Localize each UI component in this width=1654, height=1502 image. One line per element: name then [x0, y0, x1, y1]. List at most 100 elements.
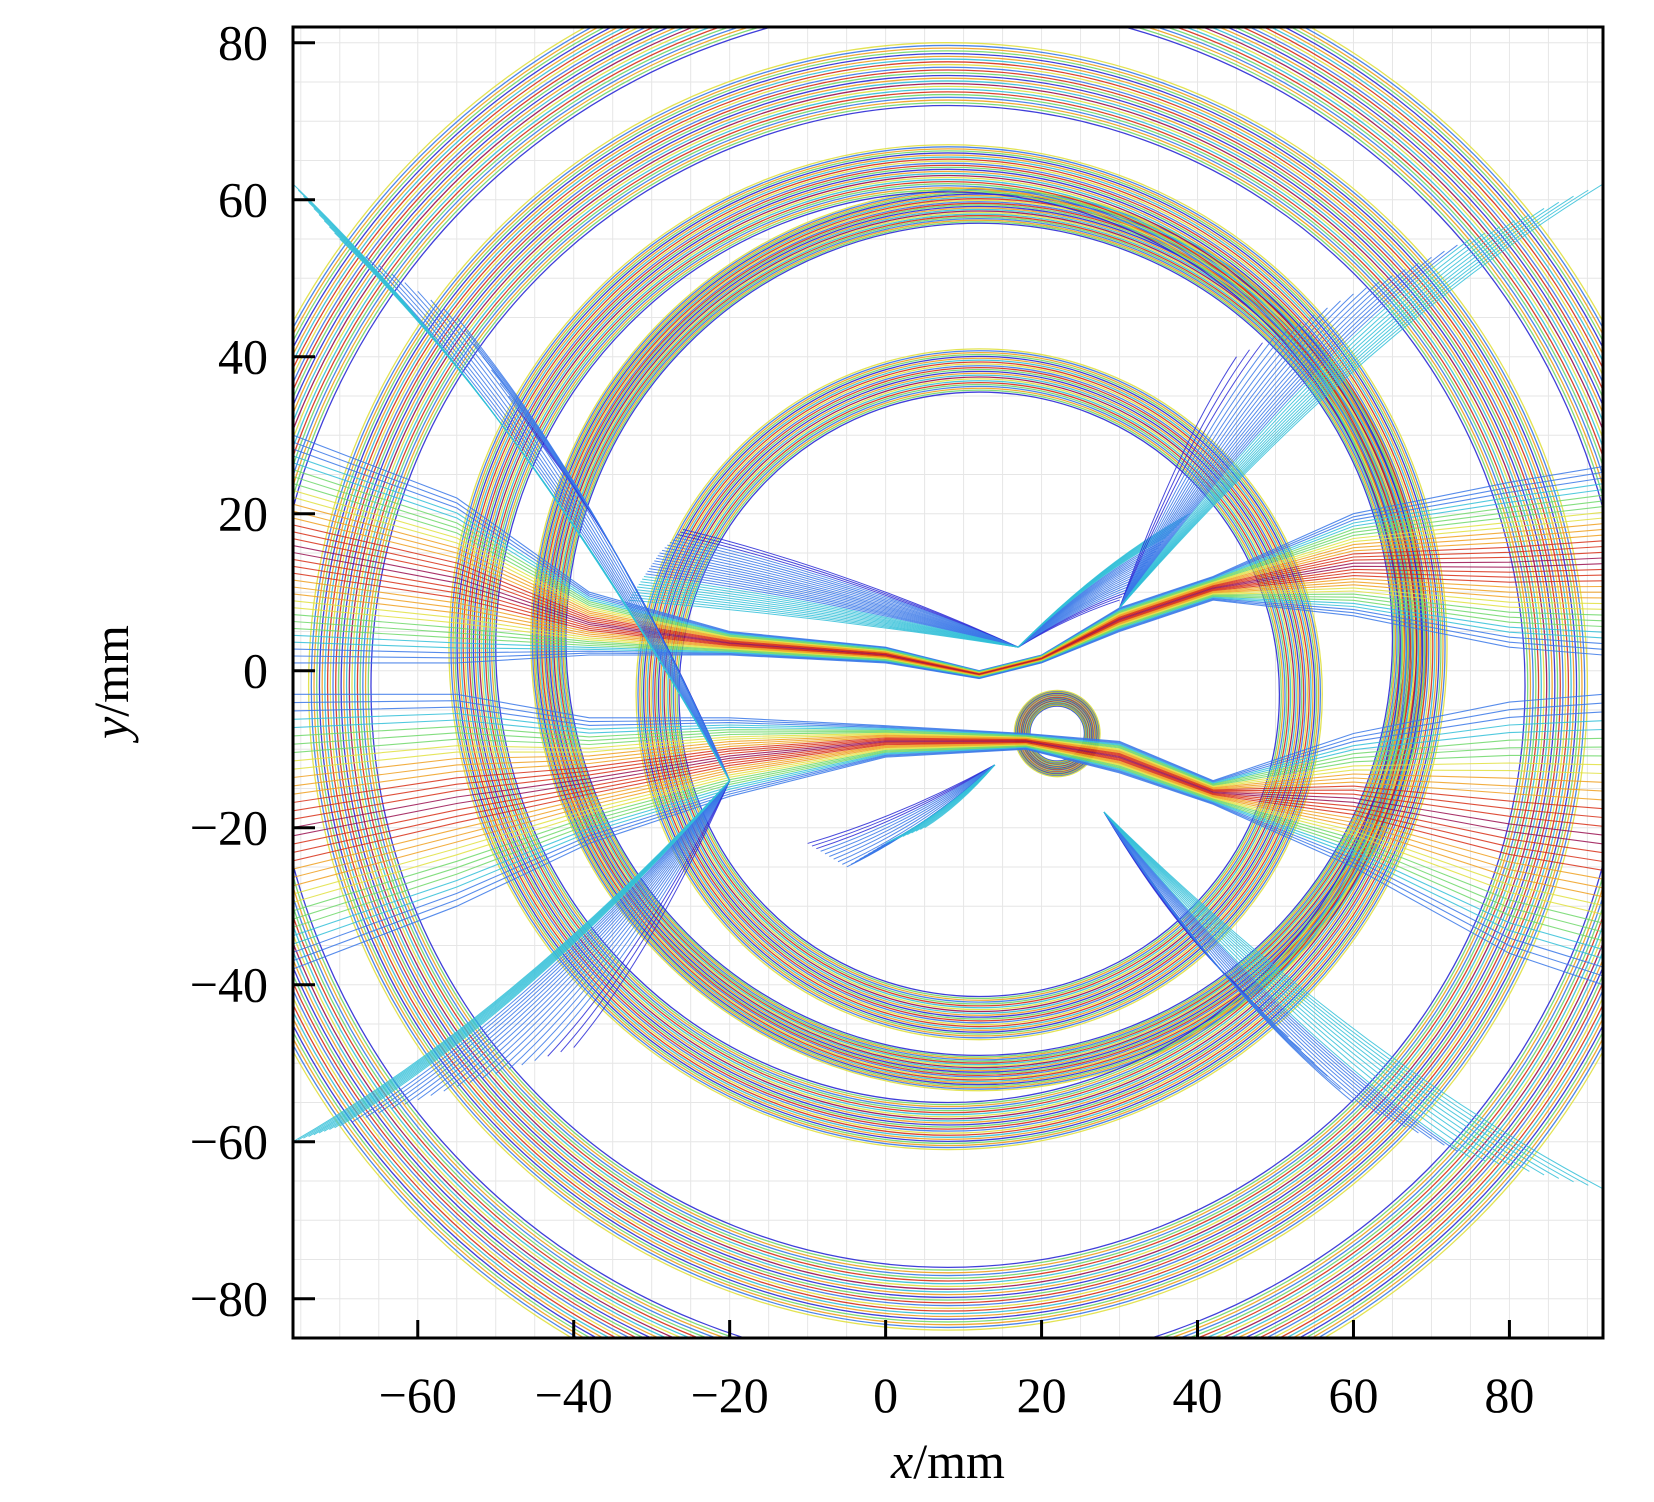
fan-line: [674, 536, 1019, 648]
y-tick-label: 40: [218, 329, 268, 385]
fan-line: [1103, 811, 1471, 1158]
fan-line: [1103, 811, 1545, 1176]
fan-line: [824, 764, 996, 855]
ring-line: [678, 391, 1281, 998]
ring-line: [491, 187, 1405, 1108]
y-tick-label: −60: [190, 1114, 268, 1170]
ring-line: [468, 164, 1428, 1130]
fan-line: [1119, 321, 1302, 609]
y-axis-title: y/mm: [83, 625, 139, 744]
fan-line: [1103, 811, 1432, 1140]
fan-line: [842, 764, 996, 865]
y-tick-label: 80: [218, 15, 268, 71]
fan-line: [1119, 226, 1501, 609]
fan-line: [1103, 811, 1515, 1169]
y-tick-labels: −80 −60 −40 −20 0 20 40 60 80: [190, 15, 268, 1327]
ring-line: [313, 47, 1583, 1326]
fan-line: [1119, 335, 1276, 609]
ring-line: [674, 387, 1284, 1001]
fan-line: [430, 780, 731, 1096]
x-axis-unit: /mm: [913, 1433, 1005, 1489]
fan-line: [924, 764, 996, 829]
x-tick-label: −40: [535, 1367, 613, 1423]
fan-line: [469, 780, 731, 1083]
ring-line: [655, 368, 1303, 1020]
fan-line: [1103, 811, 1458, 1152]
y-tick-label: 20: [218, 486, 268, 542]
ring-line: [359, 93, 1537, 1279]
fan-line: [1119, 250, 1445, 609]
ring-line: [362, 96, 1534, 1277]
fan-line: [1119, 189, 1589, 609]
fan-line: [534, 780, 731, 1061]
x-tick-label: 0: [873, 1367, 898, 1423]
ring-line: [650, 363, 1309, 1026]
ring-line: [474, 170, 1422, 1124]
ring-line: [486, 183, 1410, 1112]
x-tick-label: −60: [379, 1367, 457, 1423]
ring-line: [454, 150, 1442, 1145]
ring-line: [335, 69, 1561, 1304]
fan-line: [1103, 811, 1354, 1103]
ring-line: [484, 180, 1412, 1114]
ring-line: [337, 72, 1559, 1301]
ring-line: [482, 178, 1414, 1116]
ring-line: [452, 148, 1444, 1147]
fan-line: [365, 256, 731, 781]
ring-line: [456, 152, 1440, 1143]
fan-line: [1103, 811, 1603, 1190]
fan-line: [1119, 300, 1341, 609]
ring-line: [310, 44, 1586, 1329]
ring-line: [654, 366, 1305, 1022]
ring-line: [669, 382, 1290, 1007]
x-tick-label: 40: [1173, 1367, 1223, 1423]
fan-line: [811, 764, 996, 847]
fan-line: [1103, 811, 1380, 1116]
ring-line: [307, 42, 1589, 1331]
ring-line: [554, 211, 1404, 1067]
ring-line: [470, 166, 1426, 1128]
fan-line: [672, 539, 1019, 648]
ring-line: [495, 191, 1401, 1104]
fan-line: [664, 547, 1019, 648]
fan-line: [456, 317, 731, 781]
ring-line: [458, 154, 1438, 1141]
y-tick-label: 0: [243, 643, 268, 699]
ring-line: [493, 189, 1403, 1106]
fan-line: [1103, 811, 1560, 1179]
y-axis-var: y: [83, 716, 139, 744]
fan-line: [378, 780, 731, 1114]
ring-line: [343, 77, 1553, 1296]
fan-line: [1119, 307, 1328, 609]
x-tick-label: 60: [1328, 1367, 1378, 1423]
ring-line: [637, 350, 1322, 1039]
ring-line: [672, 385, 1286, 1003]
ring-line: [659, 372, 1299, 1016]
ring-line: [340, 74, 1556, 1299]
ring-line: [648, 361, 1310, 1028]
y-axis-unit: /mm: [83, 625, 139, 717]
fan-line: [573, 780, 731, 1048]
ring-line: [332, 66, 1564, 1307]
fan-line: [1119, 262, 1419, 609]
fan-line: [1119, 201, 1560, 609]
fan-line: [1103, 811, 1367, 1109]
fan-line: [293, 183, 731, 781]
ring-line: [472, 168, 1424, 1126]
fan-line: [1119, 256, 1432, 609]
fan-line: [1103, 811, 1393, 1122]
ring-line: [316, 50, 1580, 1323]
ring-line: [329, 63, 1567, 1309]
ring-line: [345, 80, 1551, 1293]
fan-line: [1119, 244, 1458, 609]
fan-line: [482, 780, 731, 1079]
fan-line: [680, 531, 1019, 648]
ring-line: [460, 156, 1436, 1138]
axis-ticks: [293, 41, 1511, 1338]
ring-line: [641, 353, 1318, 1035]
x-axis-var: x: [890, 1433, 913, 1489]
fan-line: [1119, 275, 1393, 609]
ring-line: [367, 102, 1529, 1271]
fan-line: [365, 780, 731, 1118]
fan-line: [1103, 811, 1501, 1165]
